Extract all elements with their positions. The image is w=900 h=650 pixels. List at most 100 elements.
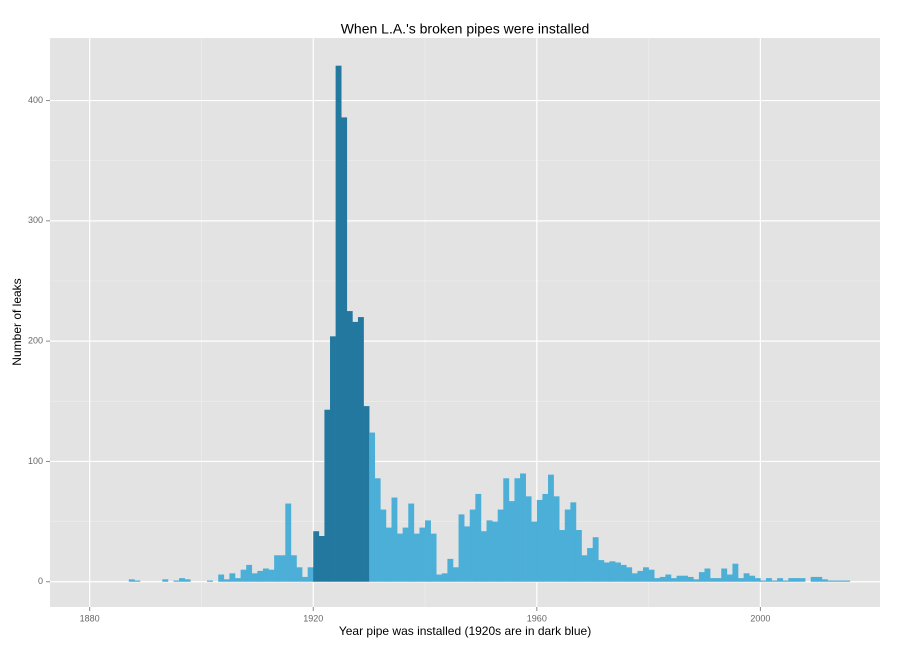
bar	[184, 579, 191, 582]
bar	[447, 558, 454, 582]
bar	[235, 578, 241, 582]
bar	[631, 573, 638, 582]
bar	[553, 496, 560, 582]
bar	[777, 578, 784, 582]
bar	[402, 527, 409, 582]
bar	[838, 580, 845, 582]
x-tick-label: 2000	[750, 613, 770, 623]
y-tick-label: 300	[28, 215, 43, 225]
bar	[548, 474, 554, 582]
bar	[581, 555, 588, 582]
bar	[799, 578, 806, 582]
bar	[743, 573, 750, 582]
bar	[374, 478, 381, 582]
bar	[749, 575, 756, 582]
bar	[771, 580, 778, 582]
bar	[687, 576, 694, 582]
bar	[570, 502, 577, 582]
bar	[296, 567, 303, 582]
bar	[732, 563, 739, 582]
bar	[464, 526, 471, 582]
bar	[240, 569, 247, 582]
bar	[821, 579, 828, 582]
bar	[290, 555, 297, 582]
bar	[654, 578, 661, 582]
y-tick-label: 0	[38, 576, 43, 586]
x-axis-label: Year pipe was installed (1920s are in da…	[339, 624, 591, 638]
bar	[536, 499, 543, 582]
bar	[430, 533, 437, 582]
bar	[682, 575, 689, 582]
bar	[128, 579, 135, 582]
bar	[330, 336, 336, 582]
bar	[793, 578, 800, 582]
bar	[765, 578, 772, 582]
bar	[559, 530, 566, 582]
bar	[274, 555, 281, 582]
bar	[179, 578, 186, 582]
bar	[698, 572, 705, 582]
bar	[643, 567, 649, 582]
bar	[721, 568, 728, 582]
bar	[844, 580, 851, 582]
y-axis-label: Number of leaks	[10, 278, 24, 365]
bar	[469, 509, 476, 582]
bar	[223, 579, 230, 582]
x-tick-label: 1880	[80, 613, 100, 623]
x-tick-label: 1960	[527, 613, 547, 623]
bar	[380, 509, 387, 582]
bar	[397, 533, 403, 582]
bar	[279, 555, 286, 582]
bar	[207, 580, 213, 582]
bar	[564, 509, 571, 582]
bar	[486, 520, 493, 582]
bar	[833, 580, 839, 582]
bar	[626, 567, 633, 582]
bar	[425, 520, 431, 582]
bar	[531, 521, 538, 582]
bar	[324, 409, 331, 582]
y-tick-label: 200	[28, 336, 43, 346]
bar	[302, 576, 308, 582]
bar	[726, 574, 733, 582]
bar	[810, 576, 817, 582]
bar	[268, 569, 275, 582]
bar	[587, 548, 594, 582]
bar	[285, 503, 292, 582]
bar	[615, 562, 621, 582]
bar	[715, 578, 722, 582]
bar	[134, 580, 141, 582]
bar	[357, 317, 364, 582]
bar	[173, 580, 180, 582]
bar	[710, 578, 716, 582]
chart-title: When L.A.'s broken pipes were installed	[341, 21, 590, 37]
bar	[436, 574, 443, 582]
bar	[497, 509, 504, 582]
bar	[648, 569, 655, 582]
bar	[251, 573, 258, 582]
bar	[458, 514, 465, 582]
bar	[363, 406, 370, 582]
bar	[542, 493, 549, 582]
bar	[369, 432, 376, 582]
y-tick-label: 100	[28, 456, 43, 466]
bar	[598, 560, 605, 582]
bar	[704, 568, 711, 582]
bar	[391, 497, 398, 582]
bar	[313, 531, 320, 582]
bar	[385, 527, 392, 582]
bar	[262, 568, 269, 582]
bar	[335, 65, 342, 582]
y-tick-label: 400	[28, 95, 43, 105]
bar	[480, 531, 487, 582]
bar	[508, 501, 515, 582]
bar	[341, 117, 348, 582]
x-tick-label: 1920	[303, 613, 323, 623]
bar	[620, 564, 627, 582]
bar	[218, 574, 225, 582]
bar	[503, 478, 510, 582]
bar	[257, 570, 264, 582]
bar	[452, 567, 459, 582]
bar	[520, 473, 526, 582]
